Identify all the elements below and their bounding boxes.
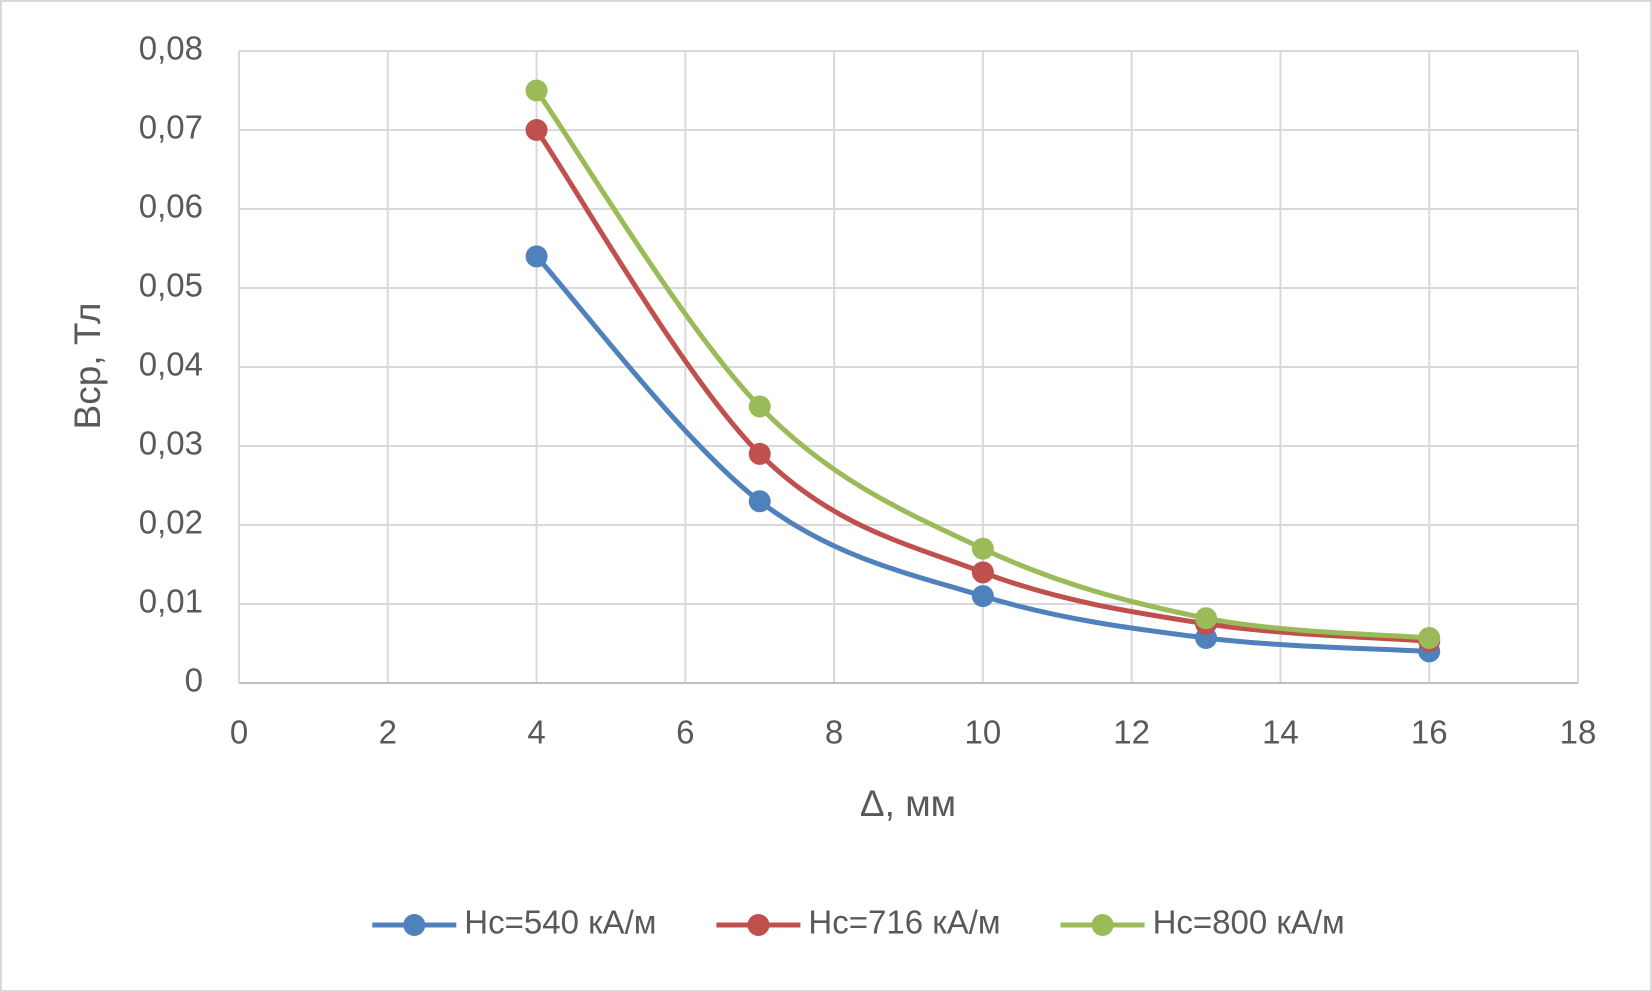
- data-point: [971, 585, 994, 608]
- legend-marker: [747, 914, 770, 936]
- x-tick-label: 4: [527, 714, 545, 751]
- legend-item: Hc=800 кА/м: [1060, 904, 1345, 941]
- legend: Hc=540 кА/м Hc=716 кА/м Hc=800 кА/м: [372, 904, 1345, 941]
- legend-marker: [1091, 914, 1114, 936]
- series-line: [534, 88, 1432, 641]
- x-tick-label: 0: [230, 714, 248, 751]
- y-tick-label: 0,02: [139, 504, 203, 541]
- y-tick-label: 0,07: [139, 109, 203, 146]
- data-point: [1418, 626, 1441, 649]
- data-point: [1195, 607, 1218, 630]
- data-point: [525, 79, 548, 102]
- data-point: [971, 537, 994, 560]
- data-point: [748, 442, 771, 465]
- legend-label: Hc=716 кА/м: [808, 904, 1000, 941]
- y-tick-label: 0,03: [139, 425, 203, 462]
- x-tick-label: 2: [379, 714, 397, 751]
- legend-item: Hc=540 кА/м: [372, 904, 656, 941]
- y-tick-label: 0,01: [139, 583, 203, 620]
- y-tick-label: 0: [185, 662, 203, 699]
- legend-label: Hc=800 кА/м: [1153, 904, 1345, 941]
- x-tick-label: 12: [1113, 714, 1150, 751]
- x-tick-label: 18: [1560, 714, 1597, 751]
- legend-label: Hc=540 кА/м: [464, 904, 656, 941]
- x-tick-label: 14: [1262, 714, 1299, 751]
- data-point: [525, 245, 548, 268]
- series-line: [534, 253, 1432, 654]
- x-tick-label: 10: [965, 714, 1002, 751]
- y-tick-label: 0,06: [139, 188, 203, 225]
- x-tick-label: 6: [676, 714, 694, 751]
- data-point: [525, 119, 548, 141]
- x-axis-title: Δ, мм: [860, 783, 956, 824]
- legend-marker: [403, 914, 426, 936]
- y-tick-label: 0,08: [139, 30, 203, 67]
- data-point: [971, 561, 994, 584]
- y-tick-label: 0,05: [139, 267, 203, 304]
- data-point: [748, 490, 771, 513]
- series-line: [534, 127, 1432, 644]
- x-tick-label: 8: [825, 714, 843, 751]
- x-tick-label: 16: [1411, 714, 1448, 751]
- y-tick-label: 0,04: [139, 346, 203, 383]
- y-axis-title: Вср, Тл: [67, 303, 108, 430]
- data-point: [748, 395, 771, 418]
- legend-item: Hc=716 кА/м: [716, 904, 1001, 941]
